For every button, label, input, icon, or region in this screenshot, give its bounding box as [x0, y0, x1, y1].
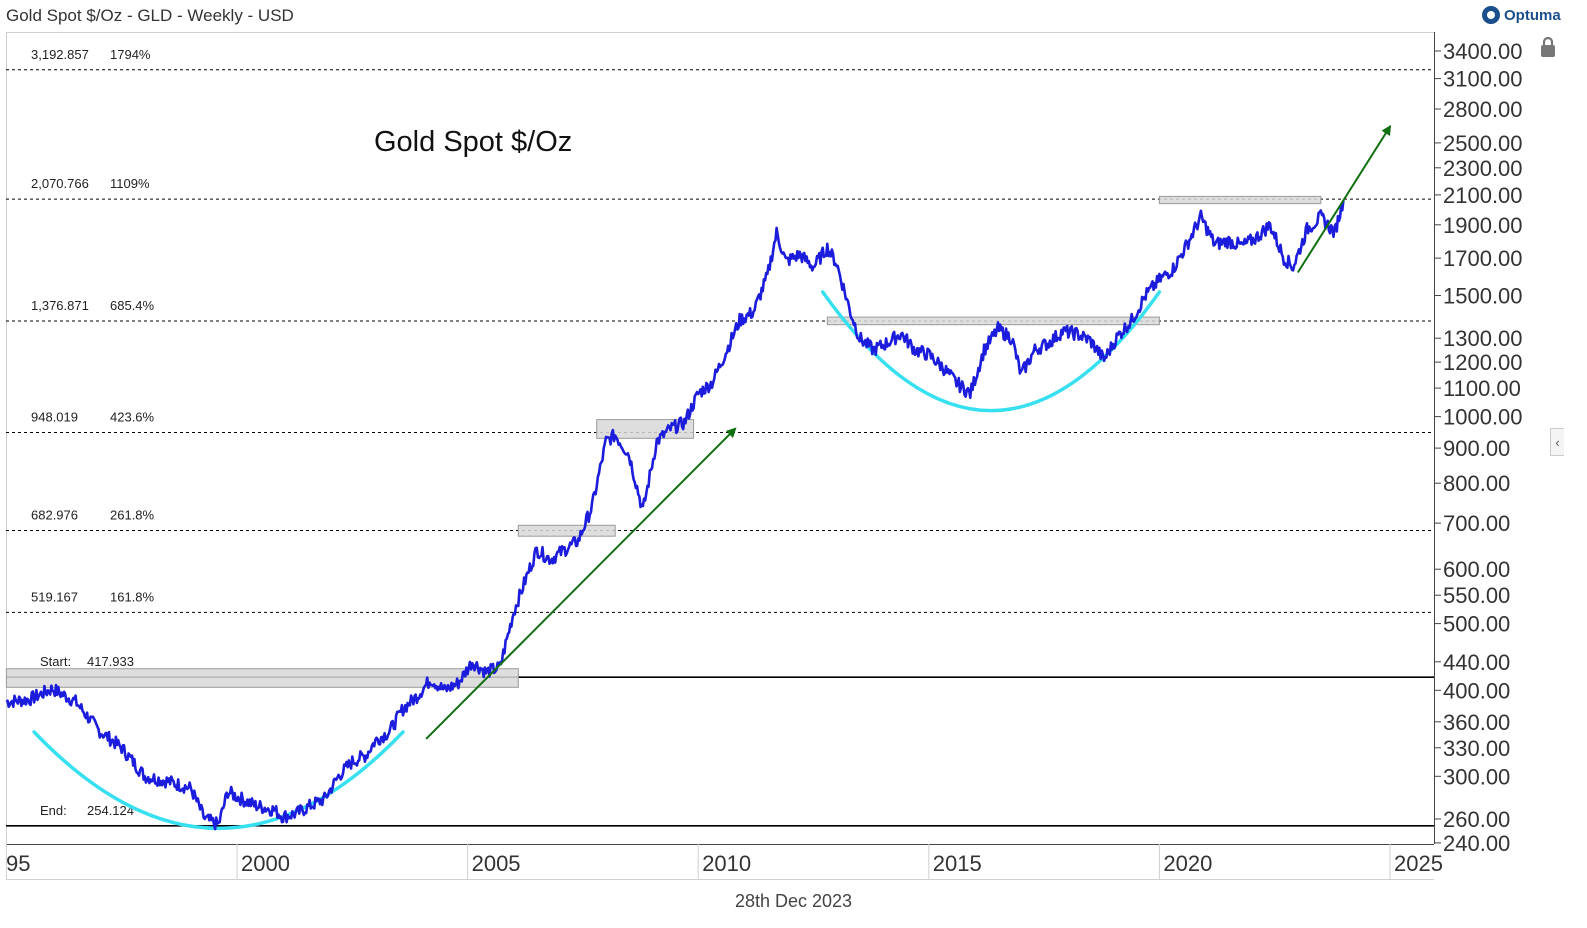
collapse-panel-button[interactable]: ‹: [1550, 428, 1564, 456]
level-value: 3,192.857: [31, 47, 89, 62]
chart-window-title: Gold Spot $/Oz - GLD - Weekly - USD: [6, 6, 294, 25]
level-value: 682.976: [31, 508, 78, 523]
consolidation-box: [1158, 195, 1322, 205]
level-label: End:: [40, 803, 67, 818]
y-tick-label: 400.00: [1443, 678, 1510, 703]
x-tick-label: 2005: [472, 851, 521, 876]
y-tick-label: 600.00: [1443, 557, 1510, 582]
y-tick-label: 300.00: [1443, 764, 1510, 789]
consolidation-box: [826, 316, 1160, 326]
y-tick-label: 800.00: [1443, 471, 1510, 496]
consolidation-box: [5, 668, 519, 688]
trend-arrow: [425, 427, 737, 740]
level-percent: 423.6%: [110, 410, 155, 425]
y-tick-label: 1200.00: [1443, 350, 1523, 375]
lock-icon[interactable]: [1538, 36, 1558, 58]
y-tick-label: 240.00: [1443, 831, 1510, 856]
price-line: [5, 200, 1345, 831]
level-value: 417.933: [87, 654, 134, 669]
y-tick-label: 3400.00: [1443, 39, 1523, 64]
footer-date: 28th Dec 2023: [734, 891, 853, 911]
time-axis[interactable]: [6, 844, 1434, 880]
level-percent: 1109%: [110, 176, 150, 191]
y-tick-label: 1700.00: [1443, 246, 1523, 271]
x-tick-label: 95: [6, 851, 30, 876]
y-tick-label: 1000.00: [1443, 405, 1523, 430]
optuma-logo-icon: [1482, 6, 1500, 24]
level-label: Start:: [40, 654, 71, 669]
x-tick-label: 2015: [933, 851, 982, 876]
y-tick-label: 2500.00: [1443, 131, 1523, 156]
y-tick-label: 1300.00: [1443, 326, 1523, 351]
brand-name: Optuma: [1504, 6, 1561, 24]
level-value: 254.124: [87, 803, 134, 818]
y-tick-label: 260.00: [1443, 807, 1510, 832]
y-tick-label: 700.00: [1443, 511, 1510, 536]
level-percent: 261.8%: [110, 508, 155, 523]
y-tick-label: 1500.00: [1443, 284, 1523, 309]
y-tick-label: 1100.00: [1443, 376, 1521, 401]
x-tick-label: 2010: [702, 851, 751, 876]
y-tick-label: 500.00: [1443, 612, 1510, 637]
x-tick-label: 2020: [1163, 851, 1212, 876]
trend-arrow: [1296, 124, 1392, 274]
consolidation-box: [596, 419, 695, 439]
y-tick-label: 2800.00: [1443, 97, 1523, 122]
y-tick-label: 550.00: [1443, 583, 1510, 608]
consolidation-box: [517, 524, 616, 537]
y-tick-label: 3100.00: [1443, 67, 1523, 92]
level-value: 2,070.766: [31, 176, 89, 191]
price-axis[interactable]: [1434, 32, 1562, 844]
y-tick-label: 440.00: [1443, 650, 1510, 675]
level-percent: 685.4%: [110, 298, 155, 313]
y-tick-label: 2100.00: [1443, 183, 1523, 208]
level-value: 1,376.871: [31, 298, 89, 313]
level-value: 948.019: [31, 410, 78, 425]
chevron-left-icon: ‹: [1555, 435, 1560, 450]
y-tick-label: 360.00: [1443, 710, 1510, 735]
x-tick-label: 2025: [1394, 851, 1443, 876]
y-tick-label: 330.00: [1443, 736, 1510, 761]
cup-arc: [32, 730, 405, 831]
plot-area[interactable]: [6, 32, 1434, 844]
y-tick-label: 1900.00: [1443, 213, 1523, 238]
y-tick-label: 900.00: [1443, 436, 1510, 461]
level-percent: 161.8%: [110, 589, 155, 604]
y-tick-label: 2300.00: [1443, 156, 1523, 181]
level-value: 519.167: [31, 589, 78, 604]
x-tick-label: 2000: [241, 851, 290, 876]
chart-title: Gold Spot $/Oz: [374, 126, 572, 158]
level-percent: 1794%: [110, 47, 151, 62]
brand-logo: Optuma: [1482, 6, 1561, 24]
